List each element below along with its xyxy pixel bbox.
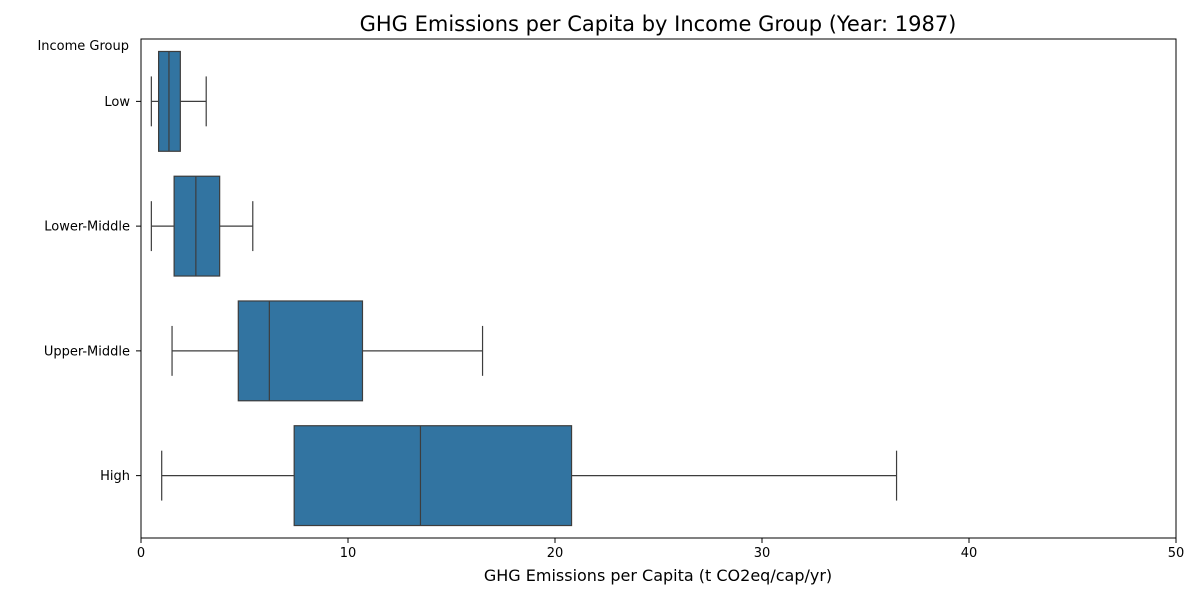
box-upper-middle [237,300,364,402]
x-tick-label-50: 50 [1168,546,1185,561]
y-tick-label-upper-middle: Upper-Middle [44,344,130,359]
y-tick-label-high: High [100,469,130,484]
box-high [293,425,573,527]
y-tick-label-lower-middle: Lower-Middle [44,220,130,235]
x-tick-label-10: 10 [340,546,357,561]
plot-area: Low Lower-Middle Upper-Middle High 0 10 20 30 40… [44,38,1185,561]
y-axis-label: Income Group [37,39,129,54]
chart-title: GHG Emissions per Capita by Income Group… [360,12,957,36]
x-tick-label-20: 20 [547,546,564,561]
x-tick-label-0: 0 [137,546,145,561]
x-axis-label: GHG Emissions per Capita (t CO2eq/cap/yr… [484,566,832,585]
plot-frame [140,38,1177,539]
y-tick-label-low: Low [104,95,130,110]
x-tick-label-30: 30 [754,546,771,561]
x-tick-label-40: 40 [961,546,978,561]
box-lower-middle [173,175,221,277]
